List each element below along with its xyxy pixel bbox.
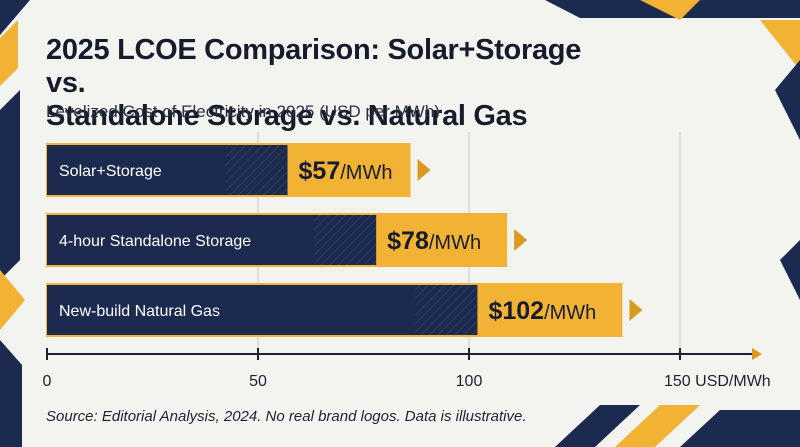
- x-axis-arrow: [752, 348, 762, 360]
- x-tick-label: 150 USD/MWh: [664, 373, 771, 390]
- category-label: Solar+Storage: [59, 163, 162, 180]
- value-label: $78/MWh: [387, 227, 481, 255]
- value-unit: /MWh: [544, 302, 596, 324]
- value-amount: $57: [299, 157, 341, 185]
- value-unit: /MWh: [340, 162, 392, 184]
- value-label: $102/MWh: [488, 297, 596, 325]
- x-tick-label: 100: [456, 373, 483, 390]
- value-amount: $102: [488, 297, 544, 325]
- bar-arrow: [629, 299, 643, 321]
- title-line-1: 2025 LCOE Comparison: Solar+Storage vs.: [46, 34, 582, 99]
- chart-subtitle: Levelized Cost of Electricity in 2025 (U…: [46, 102, 440, 121]
- category-label: 4-hour Standalone Storage: [59, 233, 251, 250]
- title-line-2: Standalone Storage vs. Natural Gas: [46, 100, 528, 132]
- bar-arrow: [514, 229, 528, 251]
- bar-hatch: [314, 215, 377, 265]
- bar-hatch: [225, 145, 288, 195]
- bar-arrow: [417, 159, 431, 181]
- category-label: New-build Natural Gas: [59, 303, 220, 320]
- bar-hatch: [415, 285, 478, 335]
- x-tick-label: 0: [43, 373, 52, 390]
- value-amount: $78: [387, 227, 429, 255]
- chart-title: 2025 LCOE Comparison: Solar+Storage vs. …: [46, 34, 606, 133]
- value-unit: /MWh: [429, 232, 481, 254]
- source-note: Source: Editorial Analysis, 2024. No rea…: [46, 408, 527, 425]
- bar: [47, 285, 478, 335]
- value-label: $57/MWh: [299, 157, 393, 185]
- x-tick-label: 50: [249, 373, 267, 390]
